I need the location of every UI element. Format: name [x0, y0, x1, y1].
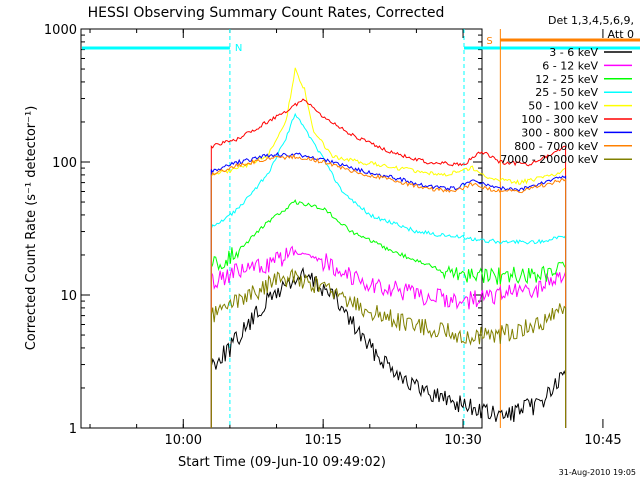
legend-label: 100 - 300 keV	[521, 113, 598, 126]
y-tick-labels: 1 10 100 1000	[44, 23, 77, 437]
night-flag-label: N	[235, 43, 242, 54]
legend-label: 50 - 100 keV	[528, 100, 598, 113]
y-tick-label: 1	[69, 422, 77, 437]
y-axis-label: Corrected Count Rate (s⁻¹ detector⁻¹)	[24, 106, 39, 351]
legend-label: 3 - 6 keV	[549, 46, 598, 59]
footer-date: 31-Aug-2010 19:05	[559, 468, 636, 477]
x-tick-label: 10:45	[584, 433, 621, 448]
legend-label: 800 - 7000 keV	[514, 140, 598, 153]
series-line-12-25-kev-seg0	[210, 199, 567, 428]
series-line-25-50-kev-seg0	[210, 112, 567, 428]
plot-frame	[80, 28, 483, 429]
chart-title: HESSI Observing Summary Count Rates, Cor…	[88, 5, 445, 21]
y-tick-label: 1000	[44, 23, 77, 38]
saa-flag-label: S	[486, 36, 492, 47]
series-line-7000-20000-kev-seg0	[210, 268, 567, 428]
series-line-3-6-kev-seg0	[210, 266, 567, 428]
y-tick-label: 10	[60, 289, 77, 304]
y-tick-label: 100	[52, 156, 77, 171]
series-lines	[210, 67, 567, 428]
series-line-50-100-kev-seg0	[210, 67, 567, 428]
detector-info-line-1: Det 1,3,4,5,6,9,	[548, 14, 634, 27]
series-line-6-12-kev-seg0	[210, 245, 567, 428]
x-tick-label: 10:30	[444, 433, 481, 448]
series-line-100-300-kev-seg0	[210, 98, 567, 428]
x-axis-label: Start Time (09-Jun-10 09:49:02)	[178, 455, 386, 470]
legend-label: 6 - 12 keV	[542, 59, 598, 72]
legend-label: 300 - 800 keV	[521, 126, 598, 139]
detector-info-line-2: Att 0	[608, 28, 634, 41]
legend-label: 12 - 25 keV	[535, 73, 598, 86]
legend-label: 7000 - 20000 keV	[500, 153, 598, 166]
observing-flags: NS	[82, 29, 640, 428]
legend-label: 25 - 50 keV	[535, 86, 598, 99]
axis-ticks	[81, 28, 604, 429]
x-tick-label: 10:00	[165, 433, 202, 448]
x-tick-label: 10:15	[304, 433, 341, 448]
series-line-800-7000-kev-seg0	[210, 153, 567, 428]
